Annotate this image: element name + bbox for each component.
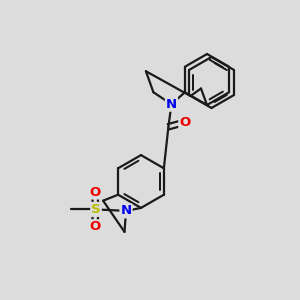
Text: S: S <box>91 203 101 216</box>
Text: O: O <box>89 185 100 199</box>
Text: O: O <box>179 116 191 129</box>
Text: N: N <box>120 204 132 218</box>
Text: O: O <box>89 220 100 233</box>
Text: N: N <box>166 98 177 111</box>
